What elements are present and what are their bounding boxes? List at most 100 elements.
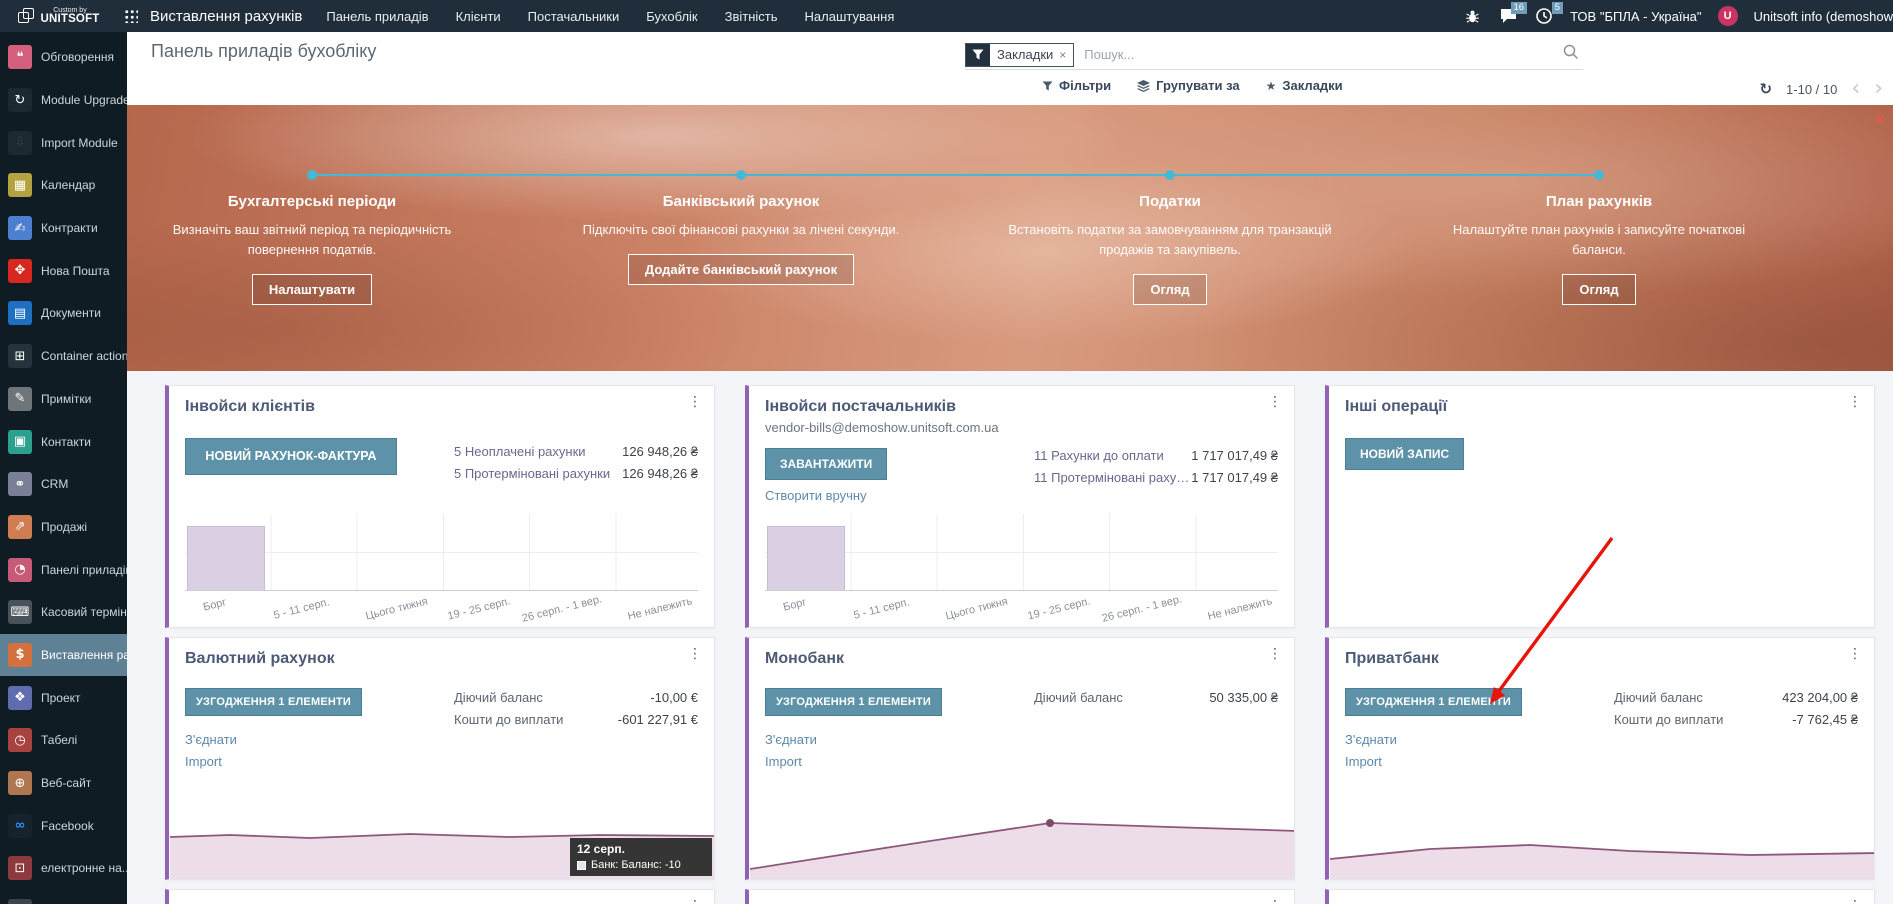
search-bar[interactable]: Закладки × — [965, 40, 1583, 70]
search-icon[interactable] — [1563, 44, 1579, 65]
activities-clock-icon[interactable]: 5 — [1534, 2, 1564, 26]
card-title[interactable]: Валютний рахунок — [185, 650, 335, 667]
kebab-menu-icon[interactable]: ⋮ — [1848, 898, 1862, 904]
card-title[interactable]: Інвойси клієнтів — [185, 398, 315, 415]
overdue-invoices-link[interactable]: 5 Протерміновані рахунки — [454, 466, 611, 481]
sidebar-item-documents[interactable]: ▤ Документи — [0, 292, 127, 335]
menu-vendors[interactable]: Постачальники — [527, 8, 620, 24]
search-input[interactable] — [1084, 47, 1563, 62]
balance-area-chart[interactable] — [750, 811, 1295, 879]
kebab-menu-icon[interactable]: ⋮ — [688, 394, 702, 410]
favorites-button[interactable]: ★ Закладки — [1265, 78, 1343, 93]
card-vendor-bills[interactable]: Інвойси постачальників vendor-bills@demo… — [745, 385, 1295, 628]
menu-settings[interactable]: Налаштування — [804, 8, 895, 24]
card-customer-invoices[interactable]: Інвойси клієнтів ⋮ НОВИЙ РАХУНОК-ФАКТУРА… — [165, 385, 715, 628]
bills-to-pay-link[interactable]: 11 Рахунки до оплати — [1034, 448, 1164, 463]
sidebar-item-contracts[interactable]: ✍ Контракти — [0, 207, 127, 250]
sidebar-item-timesheets[interactable]: ◷ Табелі — [0, 719, 127, 762]
pager-prev-icon[interactable]: ‹ — [1851, 76, 1861, 101]
logo-custom-by: Custom by — [53, 6, 87, 14]
puzzle-icon: ⊞ — [8, 344, 32, 369]
reconcile-button[interactable]: УЗГОДЖЕННЯ 1 ЕЛЕМЕНТИ — [185, 688, 363, 716]
menu-reporting[interactable]: Звітність — [724, 8, 778, 24]
current-app-title[interactable]: Виставлення рахунків — [150, 7, 303, 25]
card-monobank[interactable]: Монобанк ⋮ УЗГОДЖЕННЯ 1 ЕЛЕМЕНТИ З'єднат… — [745, 637, 1295, 880]
sidebar-item-crm[interactable]: ⚭ CRM — [0, 463, 127, 506]
card-currency-account[interactable]: Валютний рахунок ⋮ УЗГОДЖЕННЯ 1 ЕЛЕМЕНТИ… — [165, 637, 715, 880]
apps-grid-icon[interactable] — [124, 9, 138, 23]
kebab-menu-icon[interactable]: ⋮ — [688, 898, 702, 904]
user-menu[interactable]: Unitsoft info (demoshow — [1753, 8, 1893, 24]
card-title[interactable]: Приватбанк — [1345, 650, 1439, 667]
balance-area-chart[interactable] — [1330, 811, 1875, 879]
menu-customers[interactable]: Клієнти — [455, 8, 501, 24]
card-partial-1[interactable]: ⋮ — [165, 889, 715, 904]
sidebar-item-discuss[interactable]: ❝ Обговорення — [0, 36, 127, 79]
invoices-bar-chart[interactable] — [185, 514, 698, 591]
import-link[interactable]: Import — [765, 754, 802, 769]
overdue-bills-link[interactable]: 11 Протерміновані раху… — [1034, 470, 1190, 485]
kebab-menu-icon[interactable]: ⋮ — [1848, 646, 1862, 662]
company-switcher[interactable]: ТОВ "БПЛА - Україна" — [1570, 8, 1702, 24]
bills-bar-chart[interactable] — [765, 514, 1278, 591]
card-title[interactable]: Інші операції — [1345, 398, 1448, 415]
sidebar-item-module-upgrade[interactable]: ↻ Module Upgrade — [0, 79, 127, 122]
sidebar-item-container-actions[interactable]: ⊞ Container actions — [0, 335, 127, 378]
sidebar-item-pos[interactable]: ⌨Касовий термін... — [0, 591, 127, 634]
sidebar-item-project[interactable]: ❖ Проект — [0, 676, 127, 719]
crm-icon: ⚭ — [8, 472, 32, 497]
import-link[interactable]: Import — [1345, 754, 1382, 769]
sidebar-item-partial[interactable] — [0, 890, 127, 904]
card-title[interactable]: Монобанк — [765, 650, 844, 667]
card-misc-operations[interactable]: Інші операції ⋮ НОВИЙ ЗАПИС — [1325, 385, 1875, 628]
kebab-menu-icon[interactable]: ⋮ — [1268, 394, 1282, 410]
sidebar-item-esign[interactable]: ⊡ електронне на... — [0, 847, 127, 890]
banner-close-icon[interactable]: × — [1874, 109, 1885, 129]
sidebar-item-dashboards[interactable]: ◔ Панелі приладів — [0, 548, 127, 591]
messages-icon[interactable]: 16 — [1498, 2, 1528, 26]
kebab-menu-icon[interactable]: ⋮ — [1268, 898, 1282, 904]
card-partial-2[interactable]: ⋮ — [745, 889, 1295, 904]
reconcile-button[interactable]: УЗГОДЖЕННЯ 1 ЕЛЕМЕНТИ — [1345, 688, 1523, 716]
refresh-icon[interactable]: ↻ — [1759, 80, 1773, 98]
menu-dashboard[interactable]: Панель приладів — [326, 8, 429, 24]
import-link[interactable]: Import — [185, 754, 222, 769]
connect-link[interactable]: З'єднати — [765, 732, 817, 747]
connect-link[interactable]: З'єднати — [1345, 732, 1397, 747]
sidebar-item-facebook[interactable]: ∞ Facebook — [0, 804, 127, 847]
logo-unitsoft: UNITSOFT — [40, 12, 100, 25]
setup-periods-button[interactable]: Налаштувати — [251, 274, 373, 306]
unitsoft-logo[interactable]: Custom by UNITSOFT — [0, 7, 118, 26]
group-by-button[interactable]: Групувати за — [1137, 78, 1240, 93]
sidebar-item-notes[interactable]: ✎ Примітки — [0, 378, 127, 421]
kebab-menu-icon[interactable]: ⋮ — [688, 646, 702, 662]
filters-button[interactable]: Фільтри — [1042, 78, 1111, 93]
sidebar-item-sales[interactable]: ⇗ Продажі — [0, 506, 127, 549]
sidebar-item-nova-poshta[interactable]: ✥ Нова Пошта — [0, 249, 127, 292]
debug-bug-icon[interactable] — [1462, 6, 1482, 26]
connect-link[interactable]: З'єднати — [185, 732, 237, 747]
sidebar-item-calendar[interactable]: ▦ Календар — [0, 164, 127, 207]
create-manually-link[interactable]: Створити вручну — [765, 488, 867, 503]
sidebar-item-contacts[interactable]: ▣ Контакти — [0, 420, 127, 463]
card-title[interactable]: Інвойси постачальників — [765, 398, 956, 415]
sidebar-item-website[interactable]: ⊕ Веб-сайт — [0, 762, 127, 805]
new-entry-button[interactable]: НОВИЙ ЗАПИС — [1345, 438, 1465, 470]
kebab-menu-icon[interactable]: ⋮ — [1848, 394, 1862, 410]
add-bank-account-button[interactable]: Додайте банківський рахунок — [627, 254, 855, 286]
card-partial-3[interactable]: ⋮ — [1325, 889, 1875, 904]
review-coa-button[interactable]: Огляд — [1562, 274, 1636, 306]
review-taxes-button[interactable]: Огляд — [1133, 274, 1207, 306]
sidebar-item-import-module[interactable]: ⇩ Import Module — [0, 121, 127, 164]
facet-remove-icon[interactable]: × — [1059, 47, 1067, 62]
new-invoice-button[interactable]: НОВИЙ РАХУНОК-ФАКТУРА — [185, 438, 397, 475]
upload-bill-button[interactable]: ЗАВАНТАЖИТИ — [765, 448, 888, 480]
unpaid-invoices-link[interactable]: 5 Неоплачені рахунки — [454, 444, 586, 459]
card-privatbank[interactable]: Приватбанк ⋮ УЗГОДЖЕННЯ 1 ЕЛЕМЕНТИ З'єдн… — [1325, 637, 1875, 880]
user-avatar[interactable]: U — [1717, 6, 1738, 26]
sidebar-item-invoicing[interactable]: $Виставлення ра... — [0, 633, 127, 677]
reconcile-button[interactable]: УЗГОДЖЕННЯ 1 ЕЛЕМЕНТИ — [765, 688, 943, 716]
kebab-menu-icon[interactable]: ⋮ — [1268, 646, 1282, 662]
pager-next-icon[interactable]: › — [1874, 76, 1883, 101]
menu-accounting[interactable]: Бухоблік — [646, 8, 698, 24]
